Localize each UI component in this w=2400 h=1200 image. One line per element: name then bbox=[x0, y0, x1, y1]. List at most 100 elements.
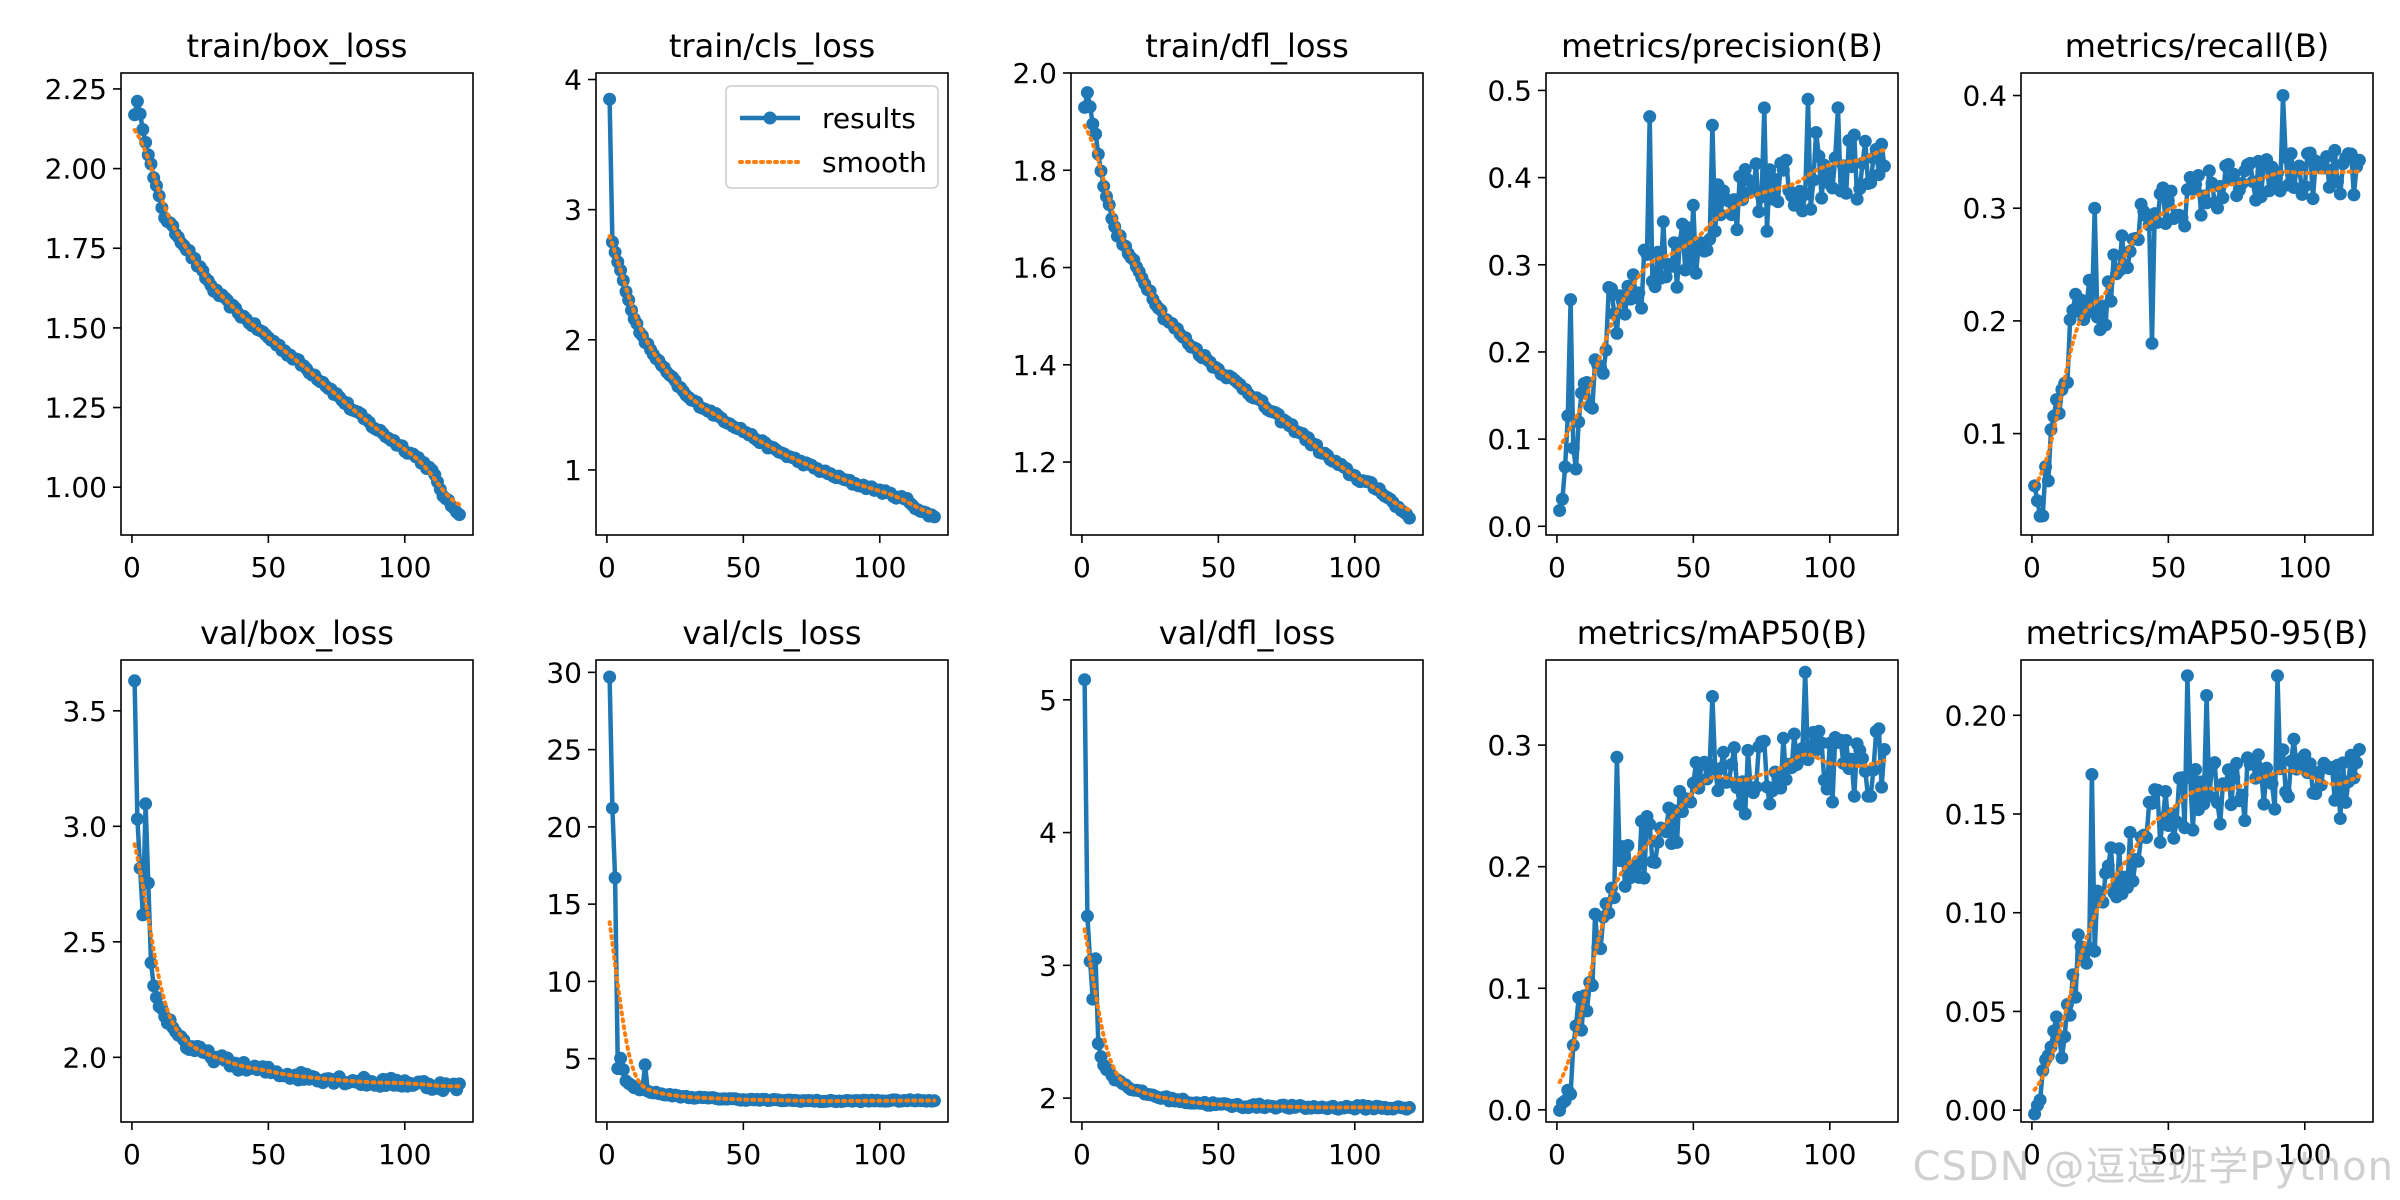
results-point bbox=[1089, 952, 1103, 966]
y-tick-label: 0.4 bbox=[1487, 162, 1532, 195]
results-point bbox=[1585, 401, 1599, 415]
results-point bbox=[2230, 756, 2244, 770]
results-point bbox=[1749, 780, 1763, 794]
results-point bbox=[1828, 151, 1842, 165]
x-tick-label: 0 bbox=[2023, 551, 2041, 584]
results-point bbox=[1877, 743, 1891, 756]
results-point bbox=[1648, 856, 1662, 869]
x-tick-label: 50 bbox=[251, 551, 287, 584]
results-point bbox=[2126, 874, 2140, 888]
y-tick-label: 0.00 bbox=[1945, 1094, 2007, 1127]
results-point bbox=[2235, 788, 2249, 802]
results-point bbox=[1725, 758, 1739, 771]
results-point bbox=[2085, 768, 2099, 781]
results-point bbox=[1763, 163, 1777, 177]
x-tick-label: 0 bbox=[2023, 1138, 2041, 1171]
results-point bbox=[1083, 100, 1097, 114]
results-point bbox=[1080, 86, 1094, 100]
results-point bbox=[1839, 734, 1853, 747]
legend-results-label: results bbox=[822, 102, 916, 135]
results-point bbox=[1801, 92, 1815, 106]
results-point bbox=[2088, 944, 2102, 958]
results-point bbox=[1820, 782, 1834, 796]
results-point bbox=[1686, 198, 1700, 212]
smooth-line bbox=[2032, 769, 2362, 1092]
results-point bbox=[1856, 752, 1869, 765]
results-point bbox=[1823, 164, 1837, 178]
results-point bbox=[2208, 756, 2222, 770]
y-tick-label: 0.1 bbox=[1962, 418, 2007, 451]
smooth-line bbox=[1557, 752, 1887, 1085]
x-tick-label: 0 bbox=[1548, 551, 1566, 584]
results-point bbox=[1738, 163, 1752, 176]
smooth-line bbox=[1082, 123, 1412, 512]
results-point bbox=[1684, 255, 1698, 269]
subplot-title: train/cls_loss bbox=[669, 27, 875, 65]
x-tick-label: 100 bbox=[378, 1138, 431, 1171]
smooth-line bbox=[607, 920, 937, 1104]
subplot-title: val/cls_loss bbox=[682, 614, 861, 652]
results-point bbox=[2088, 201, 2102, 215]
results-line bbox=[1082, 679, 1411, 1112]
y-tick-label: 2 bbox=[1039, 1082, 1057, 1115]
results-point bbox=[2211, 796, 2224, 810]
results-point bbox=[1665, 259, 1678, 273]
results-point bbox=[2041, 474, 2055, 488]
x-tick-label: 100 bbox=[1803, 1138, 1856, 1171]
results-point bbox=[2251, 748, 2265, 762]
y-tick-label: 5 bbox=[1039, 684, 1057, 717]
results-point bbox=[2333, 187, 2347, 201]
y-tick-label: 4 bbox=[564, 64, 582, 97]
subplot-title: val/dfl_loss bbox=[1159, 614, 1336, 652]
results-point bbox=[2180, 669, 2194, 683]
y-tick-label: 2.5 bbox=[62, 926, 107, 959]
x-tick-label: 0 bbox=[1073, 1138, 1091, 1171]
results-point bbox=[1733, 798, 1747, 811]
results-point bbox=[1618, 307, 1632, 321]
results-point bbox=[133, 107, 147, 121]
results-point bbox=[1689, 266, 1703, 280]
subplot-title: train/dfl_loss bbox=[1145, 27, 1349, 65]
results-point bbox=[1080, 909, 1094, 923]
results-point bbox=[1757, 734, 1771, 748]
axes-frame bbox=[2020, 72, 2374, 536]
smooth-line bbox=[607, 234, 937, 516]
results-point bbox=[1749, 157, 1763, 171]
y-tick-label: 0.3 bbox=[1487, 729, 1532, 762]
results-point bbox=[452, 1077, 466, 1091]
results-point bbox=[1826, 795, 1839, 809]
results-point bbox=[1727, 741, 1741, 755]
y-tick-label: 30 bbox=[546, 656, 582, 689]
results-point bbox=[2191, 169, 2205, 182]
results-point bbox=[608, 871, 622, 885]
legend-smooth-label: smooth bbox=[822, 146, 927, 179]
results-point bbox=[2159, 785, 2173, 798]
subplot-title: val/box_loss bbox=[200, 614, 394, 652]
x-tick-label: 100 bbox=[853, 1138, 906, 1171]
y-tick-label: 0.0 bbox=[1487, 1094, 1532, 1127]
results-point bbox=[136, 908, 150, 922]
results-point bbox=[2112, 842, 2126, 856]
y-tick-label: 3 bbox=[564, 194, 582, 227]
results-point bbox=[2325, 163, 2339, 177]
x-tick-label: 50 bbox=[1676, 551, 1712, 584]
results-point bbox=[2071, 928, 2085, 942]
results-point bbox=[1670, 280, 1684, 294]
results-point bbox=[2186, 823, 2200, 837]
results-point bbox=[1872, 722, 1886, 736]
results-point bbox=[1705, 690, 1719, 703]
results-point bbox=[2284, 147, 2298, 161]
results-point bbox=[1091, 1037, 1105, 1051]
results-point bbox=[1798, 665, 1812, 679]
y-tick-label: 0.15 bbox=[1945, 798, 2007, 831]
axes-frame bbox=[1070, 72, 1424, 536]
results-point bbox=[1787, 727, 1801, 741]
subplot-val-cls-loss: val/cls_loss 0 50 100 5 10 15 20 25 30 bbox=[546, 614, 949, 1171]
results-point bbox=[1741, 743, 1755, 757]
results-point bbox=[605, 801, 619, 815]
y-tick-label: 0.2 bbox=[1487, 336, 1532, 369]
results-point bbox=[2101, 859, 2115, 873]
results-point bbox=[1621, 839, 1635, 852]
results-point bbox=[1815, 191, 1829, 205]
results-point bbox=[2328, 143, 2342, 157]
